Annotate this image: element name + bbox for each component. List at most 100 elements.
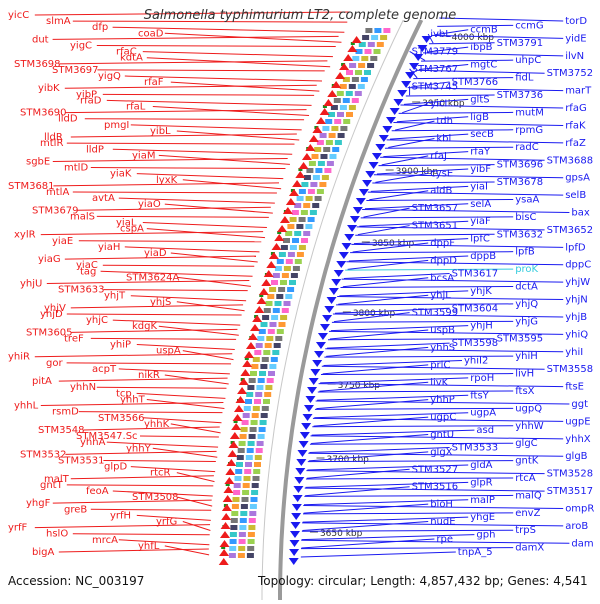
right-gene-label: ysaA xyxy=(515,194,539,205)
right-gene-label: yhjB xyxy=(565,312,587,323)
forward-strand-arrow xyxy=(277,225,287,232)
feature-block xyxy=(254,399,261,404)
right-gene-label: yhhX xyxy=(565,434,591,445)
forward-strand-arrow xyxy=(280,216,290,223)
right-gene-label: yiaI xyxy=(470,181,488,192)
reverse-strand-arrow xyxy=(305,396,315,403)
feature-block xyxy=(240,511,247,516)
right-gene-label: asd xyxy=(476,425,494,436)
feature-block xyxy=(349,105,356,110)
feature-block xyxy=(248,539,255,544)
left-gene-label: rfaL xyxy=(126,102,146,113)
right-gene-label: lpfB xyxy=(515,247,535,258)
right-gene-label: trpS xyxy=(515,525,536,536)
right-gene-label: yhiI2 xyxy=(464,355,488,366)
feature-block xyxy=(352,56,359,61)
forward-strand-arrow xyxy=(219,549,229,556)
feature-block xyxy=(269,287,276,292)
feature-block xyxy=(321,154,328,159)
left-gene-label: bigA xyxy=(32,547,54,558)
left-gene-label: pmgI xyxy=(104,120,129,131)
right-gene-label: STM3657 xyxy=(412,203,459,214)
right-gene-label: bioH xyxy=(430,499,453,510)
right-gene-label: bcsA xyxy=(430,273,454,284)
forward-strand-arrow xyxy=(221,522,231,529)
left-gene-label: STM3531 xyxy=(58,455,105,466)
right-gene-label: rpoH xyxy=(470,373,494,384)
left-gene-label: mrcA xyxy=(92,535,118,546)
left-gene-leader xyxy=(143,52,333,57)
right-gene-label: ggt xyxy=(571,399,588,410)
right-gene-label: rpe xyxy=(436,534,453,545)
left-gene-label: yrfH xyxy=(110,510,131,521)
feature-block xyxy=(297,196,304,201)
right-gene-label: yhjH xyxy=(470,321,493,332)
left-gene-label: sgbE xyxy=(26,156,50,167)
left-gene-label: mtlA xyxy=(46,187,69,198)
right-gene-label: ftsX xyxy=(515,386,534,397)
left-gene-label: dfp xyxy=(92,22,108,33)
feature-block xyxy=(233,490,240,495)
reverse-strand-arrow xyxy=(293,495,303,502)
feature-block xyxy=(247,553,254,558)
feature-block xyxy=(263,399,270,404)
left-gene-label: mtlR xyxy=(40,138,63,149)
feature-block xyxy=(259,329,266,334)
right-gene-label: gpsA xyxy=(565,173,590,184)
feature-block xyxy=(265,385,272,390)
right-gene-label: STM3791 xyxy=(497,38,544,49)
feature-block xyxy=(292,238,299,243)
right-gene-label: rtcA xyxy=(515,473,536,484)
left-gene-label: yhiR xyxy=(8,352,30,363)
feature-block xyxy=(257,336,264,341)
feature-block xyxy=(383,28,390,33)
right-gene-label: STM3617 xyxy=(452,268,499,279)
feature-block xyxy=(282,308,289,313)
feature-block xyxy=(255,455,262,460)
feature-block xyxy=(277,259,284,264)
forward-strand-arrow xyxy=(225,468,235,475)
right-gene-label: STM3766 xyxy=(452,77,499,88)
reverse-strand-arrow xyxy=(312,360,322,367)
feature-block xyxy=(243,413,250,418)
right-gene-label: STM3517 xyxy=(547,486,594,497)
forward-strand-arrow xyxy=(227,450,237,457)
right-gene-label: ligB xyxy=(470,112,489,123)
right-gene-label: STM3598 xyxy=(452,338,499,349)
feature-block xyxy=(310,182,317,187)
left-gene-label: yhhL xyxy=(14,401,39,412)
left-gene-label: yhhN xyxy=(70,382,96,393)
feature-block xyxy=(314,147,321,152)
left-gene-leader xyxy=(77,207,270,210)
forward-strand-arrow xyxy=(286,198,296,205)
feature-block xyxy=(238,546,245,551)
feature-block xyxy=(301,182,308,187)
feature-block xyxy=(349,84,356,89)
feature-block xyxy=(343,119,350,124)
right-gene-label: livH xyxy=(515,369,534,380)
left-gene-leader xyxy=(119,369,230,374)
right-gene-label: secB xyxy=(470,129,494,140)
reverse-strand-arrow xyxy=(293,486,303,493)
right-gene-label: selB xyxy=(565,190,586,201)
reverse-strand-arrow xyxy=(397,90,407,97)
feature-block xyxy=(370,56,377,61)
feature-block xyxy=(301,210,308,215)
feature-block xyxy=(364,70,371,75)
forward-strand-arrow xyxy=(250,324,260,331)
right-gene-label: damX xyxy=(515,543,544,554)
left-gene-label: yigC xyxy=(70,41,92,52)
feature-block xyxy=(255,392,262,397)
right-gene-label: STM3652 xyxy=(547,225,594,236)
forward-strand-arrow xyxy=(327,90,337,97)
feature-block xyxy=(346,91,353,96)
reverse-strand-arrow xyxy=(320,324,330,331)
feature-block xyxy=(250,427,257,432)
right-gene-label: mgtC xyxy=(470,60,497,71)
right-gene-label: uhpC xyxy=(515,55,541,66)
feature-block xyxy=(264,308,271,313)
forward-strand-arrow xyxy=(339,63,349,70)
feature-block xyxy=(270,322,277,327)
right-gene-label: aroB xyxy=(565,521,588,532)
